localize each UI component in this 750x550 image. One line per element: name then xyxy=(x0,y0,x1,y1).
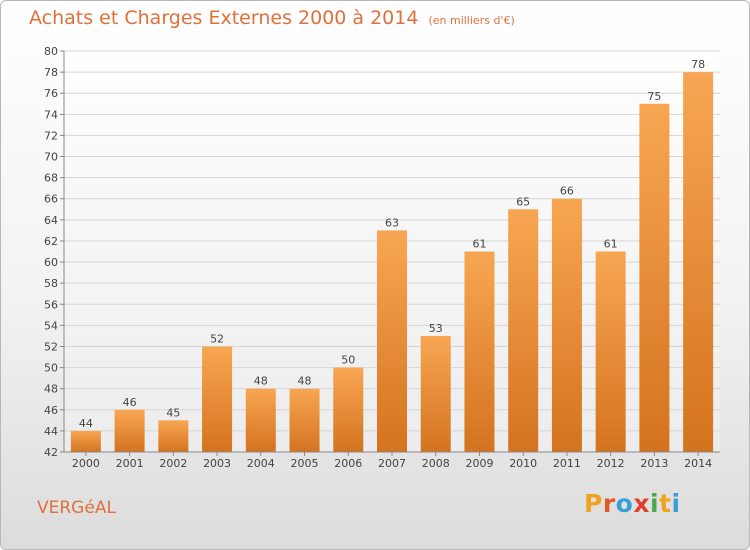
y-tick-label: 76 xyxy=(44,87,58,100)
x-tick-label: 2008 xyxy=(422,457,450,470)
y-tick-label: 68 xyxy=(44,172,58,185)
data-label: 50 xyxy=(341,354,355,367)
bar xyxy=(639,103,670,453)
x-tick-label: 2007 xyxy=(378,457,406,470)
x-tick-label: 2000 xyxy=(72,457,100,470)
bar xyxy=(420,335,451,452)
data-label: 65 xyxy=(516,195,530,208)
y-tick-label: 44 xyxy=(44,425,58,438)
bar xyxy=(158,420,189,452)
data-label: 44 xyxy=(79,417,93,430)
chart-title: Achats et Charges Externes 2000 à 2014 (e… xyxy=(29,7,515,29)
logo-letter: i xyxy=(671,489,681,518)
y-tick-label: 70 xyxy=(44,151,58,164)
bar xyxy=(70,430,101,452)
x-tick-label: 2009 xyxy=(465,457,493,470)
chart-unit: (en milliers d'€) xyxy=(428,14,515,27)
y-tick-label: 50 xyxy=(44,362,58,375)
x-tick-label: 2002 xyxy=(159,457,187,470)
data-label: 61 xyxy=(472,238,486,251)
bar xyxy=(114,409,145,452)
y-tick-label: 66 xyxy=(44,193,58,206)
x-tick-label: 2005 xyxy=(291,457,319,470)
logo-letter: x xyxy=(633,489,650,518)
x-tick-label: 2001 xyxy=(116,457,144,470)
logo-letter: i xyxy=(650,489,660,518)
place-name: VERGéAL xyxy=(37,498,116,518)
x-tick-label: 2012 xyxy=(597,457,625,470)
data-label: 48 xyxy=(254,375,268,388)
chart-title-text: Achats et Charges Externes 2000 à 2014 xyxy=(29,7,419,29)
y-tick-label: 80 xyxy=(44,45,58,58)
y-tick-label: 62 xyxy=(44,235,58,248)
bar xyxy=(245,388,276,452)
bar xyxy=(595,251,626,452)
x-tick-label: 2013 xyxy=(640,457,668,470)
data-label: 46 xyxy=(123,396,137,409)
data-label: 52 xyxy=(210,332,224,345)
y-tick-label: 58 xyxy=(44,277,58,290)
y-tick-label: 52 xyxy=(44,340,58,353)
bar xyxy=(333,367,364,452)
x-tick-label: 2010 xyxy=(509,457,537,470)
x-tick-label: 2011 xyxy=(553,457,581,470)
y-tick-label: 56 xyxy=(44,298,58,311)
y-tick-label: 64 xyxy=(44,214,58,227)
data-label: 48 xyxy=(298,375,312,388)
bar xyxy=(508,209,539,452)
bar xyxy=(683,72,714,453)
logo-letter: r xyxy=(602,489,616,518)
data-label: 45 xyxy=(166,406,180,419)
data-label: 66 xyxy=(560,185,574,198)
data-label: 61 xyxy=(604,238,618,251)
x-tick-label: 2014 xyxy=(684,457,712,470)
y-tick-label: 60 xyxy=(44,256,58,269)
bar xyxy=(464,251,495,452)
y-tick-label: 54 xyxy=(44,319,58,332)
y-tick-label: 72 xyxy=(44,129,58,142)
x-tick-label: 2003 xyxy=(203,457,231,470)
y-tick-label: 42 xyxy=(44,446,58,459)
y-tick-label: 46 xyxy=(44,404,58,417)
logo-letter: t xyxy=(659,489,672,518)
y-tick-label: 74 xyxy=(44,108,58,121)
bar xyxy=(289,388,320,452)
x-tick-label: 2004 xyxy=(247,457,275,470)
y-tick-label: 48 xyxy=(44,383,58,396)
bar xyxy=(377,230,407,452)
data-label: 53 xyxy=(429,322,443,335)
data-label: 78 xyxy=(691,58,705,71)
proxiti-logo: Proxiti xyxy=(584,489,681,518)
x-tick-label: 2006 xyxy=(334,457,362,470)
logo-letter: o xyxy=(615,489,634,518)
bar xyxy=(202,346,233,452)
logo-letter: P xyxy=(584,489,603,518)
y-tick-label: 78 xyxy=(44,66,58,79)
data-label: 75 xyxy=(647,90,661,103)
bar xyxy=(551,198,582,452)
data-label: 63 xyxy=(385,216,399,229)
